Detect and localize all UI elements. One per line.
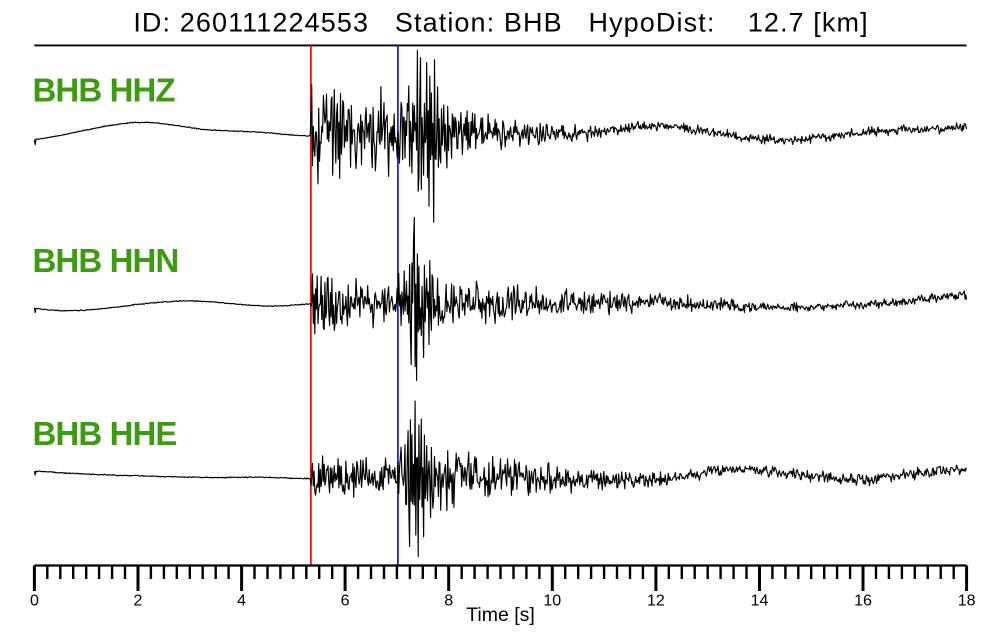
svg-text:10: 10 [543,593,561,610]
svg-text:2: 2 [134,593,143,610]
svg-text:BHB HHN: BHB HHN [33,242,179,279]
svg-text:12: 12 [647,593,665,610]
svg-text:BHB HHE: BHB HHE [33,415,177,452]
svg-text:8: 8 [444,593,453,610]
svg-text:14: 14 [751,593,769,610]
svg-text:BHB HHZ: BHB HHZ [33,72,176,109]
svg-text:ID: 260111224553 Station: BH: ID: 260111224553 Station: BHB HypoDist: … [133,8,868,38]
svg-text:0: 0 [30,593,39,610]
svg-text:Time [s]: Time [s] [466,604,535,626]
svg-text:16: 16 [854,593,872,610]
svg-text:4: 4 [237,593,246,610]
svg-text:6: 6 [341,593,350,610]
svg-text:18: 18 [958,593,976,610]
